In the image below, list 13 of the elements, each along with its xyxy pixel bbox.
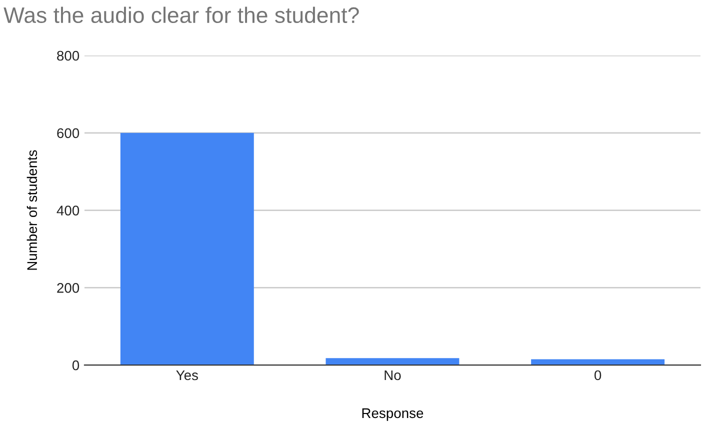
y-tick-label: 400 [56,206,80,216]
y-tick-label: 0 [72,360,80,370]
x-tick-label: Yes [176,370,198,380]
x-tick-label: No [384,370,401,380]
x-tick-label: 0 [594,370,602,380]
x-axis-title: Response [362,408,424,421]
y-tick-label: 200 [57,283,80,293]
y-tick-label: 600 [57,128,80,138]
y-tick-label: 800 [57,50,80,61]
y-axis-title: Number of students [26,150,38,270]
chart-title: Was the audio clear for the student? [4,6,359,24]
bar [326,358,460,366]
bar [120,132,254,366]
